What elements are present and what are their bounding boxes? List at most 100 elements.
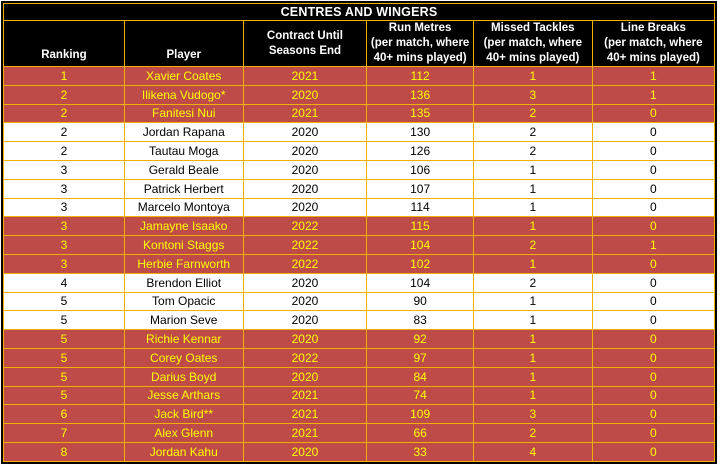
table-cell: 2020 bbox=[242, 366, 368, 387]
table-cell: 2 bbox=[3, 103, 125, 124]
table-row: 1 Xavier Coates 2021 112 1 1 bbox=[3, 66, 716, 86]
table-cell: 0 bbox=[591, 141, 716, 161]
table-cell: 1 bbox=[472, 178, 593, 199]
table-cell: 0 bbox=[591, 272, 716, 293]
table-cell: 2021 bbox=[242, 385, 368, 406]
table-row: 5 Corey Oates 2022 97 1 0 bbox=[3, 347, 716, 368]
table-cell: 33 bbox=[366, 441, 474, 463]
table-cell: Kontoni Staggs bbox=[123, 235, 244, 255]
table-cell: 3 bbox=[3, 253, 125, 274]
table-cell: Fanitesi Nui bbox=[123, 103, 244, 124]
table-cell: 0 bbox=[591, 423, 716, 443]
table-cell: 2021 bbox=[242, 103, 368, 124]
table-cell: Herbie Farnworth bbox=[123, 253, 244, 274]
table-cell: 5 bbox=[3, 291, 125, 312]
table-cell: 1 bbox=[472, 159, 593, 180]
table-cell: 2 bbox=[472, 141, 593, 161]
table-cell: 1 bbox=[472, 216, 593, 237]
table-cell: 97 bbox=[366, 347, 474, 368]
table-cell: 5 bbox=[3, 385, 125, 406]
table-row: 5 Darius Boyd 2020 84 1 0 bbox=[3, 366, 716, 387]
table-cell: Corey Oates bbox=[123, 347, 244, 368]
table-row: 5 Marion Seve 2020 83 1 0 bbox=[3, 310, 716, 331]
table-cell: 112 bbox=[366, 66, 474, 86]
table-cell: 1 bbox=[472, 347, 593, 368]
table-cell: 2 bbox=[472, 235, 593, 255]
table-cell: 3 bbox=[3, 178, 125, 199]
stats-table: CENTRES AND WINGERS Ranking Player Contr… bbox=[3, 3, 716, 463]
table-cell: 107 bbox=[366, 178, 474, 199]
table-cell: 5 bbox=[3, 310, 125, 331]
table-cell: Jordan Rapana bbox=[123, 122, 244, 143]
table-cell: 0 bbox=[591, 385, 716, 406]
table-row: 5 Richie Kennar 2020 92 1 0 bbox=[3, 329, 716, 349]
table-cell: 4 bbox=[472, 441, 593, 463]
table-cell: 2022 bbox=[242, 235, 368, 255]
table-cell: 2020 bbox=[242, 141, 368, 161]
table-cell: 136 bbox=[366, 84, 474, 105]
table-cell: 2022 bbox=[242, 347, 368, 368]
table-cell: 92 bbox=[366, 329, 474, 349]
table-row: 2 Ilikena Vudogo* 2020 136 3 1 bbox=[3, 84, 716, 105]
column-header-ranking: Ranking bbox=[3, 20, 125, 67]
table-cell: 3 bbox=[3, 159, 125, 180]
table-cell: 0 bbox=[591, 329, 716, 349]
table-row: 3 Patrick Herbert 2020 107 1 0 bbox=[3, 178, 716, 199]
table-cell: Xavier Coates bbox=[123, 66, 244, 86]
column-header-line-breaks: Line Breaks (per match, where 40+ mins p… bbox=[591, 20, 716, 67]
table-cell: 2020 bbox=[242, 197, 368, 218]
table-cell: 1 bbox=[472, 366, 593, 387]
column-header-run-metres: Run Metres (per match, where 40+ mins pl… bbox=[366, 20, 474, 67]
table-cell: 0 bbox=[591, 441, 716, 463]
table-cell: 4 bbox=[3, 272, 125, 293]
table-row: 2 Jordan Rapana 2020 130 2 0 bbox=[3, 122, 716, 143]
table-cell: 2020 bbox=[242, 159, 368, 180]
table-cell: Gerald Beale bbox=[123, 159, 244, 180]
table-cell: 2 bbox=[472, 272, 593, 293]
table-cell: 2020 bbox=[242, 329, 368, 349]
table-cell: 6 bbox=[3, 404, 125, 425]
table-cell: 2020 bbox=[242, 122, 368, 143]
table-cell: Ilikena Vudogo* bbox=[123, 84, 244, 105]
table-row: 3 Jamayne Isaako 2022 115 1 0 bbox=[3, 216, 716, 237]
table-cell: 1 bbox=[472, 310, 593, 331]
table-cell: Richie Kennar bbox=[123, 329, 244, 349]
table-row: 5 Tom Opacic 2020 90 1 0 bbox=[3, 291, 716, 312]
table-cell: Marion Seve bbox=[123, 310, 244, 331]
table-cell: 2 bbox=[3, 122, 125, 143]
table-row: 6 Jack Bird** 2021 109 3 0 bbox=[3, 404, 716, 425]
table-cell: Tautau Moga bbox=[123, 141, 244, 161]
table-cell: 0 bbox=[591, 347, 716, 368]
table-cell: 0 bbox=[591, 310, 716, 331]
table-cell: 2 bbox=[3, 84, 125, 105]
table-cell: 2022 bbox=[242, 216, 368, 237]
table-cell: Patrick Herbert bbox=[123, 178, 244, 199]
table-cell: 1 bbox=[472, 253, 593, 274]
table-cell: Jack Bird** bbox=[123, 404, 244, 425]
table-cell: 109 bbox=[366, 404, 474, 425]
table-cell: 2 bbox=[472, 103, 593, 124]
table-cell: 104 bbox=[366, 272, 474, 293]
table-cell: Brendon Elliot bbox=[123, 272, 244, 293]
table-cell: 1 bbox=[472, 385, 593, 406]
table-cell: 0 bbox=[591, 103, 716, 124]
table-cell: 2020 bbox=[242, 441, 368, 463]
table-row: 2 Tautau Moga 2020 126 2 0 bbox=[3, 141, 716, 161]
table-cell: 1 bbox=[591, 66, 716, 86]
column-header-contract: Contract Until Seasons End bbox=[242, 20, 368, 67]
table-cell: 1 bbox=[472, 329, 593, 349]
table-cell: 1 bbox=[472, 66, 593, 86]
table-cell: 5 bbox=[3, 329, 125, 349]
title-row: CENTRES AND WINGERS bbox=[3, 3, 715, 21]
table-cell: 3 bbox=[3, 197, 125, 218]
table-cell: 83 bbox=[366, 310, 474, 331]
table-cell: 1 bbox=[472, 197, 593, 218]
table-cell: Jordan Kahu bbox=[123, 441, 244, 463]
table-cell: 8 bbox=[3, 441, 125, 463]
table-cell: 2020 bbox=[242, 84, 368, 105]
table-row: 7 Alex Glenn 2021 66 2 0 bbox=[3, 423, 716, 443]
table-cell: 130 bbox=[366, 122, 474, 143]
table-row: 3 Gerald Beale 2020 106 1 0 bbox=[3, 159, 716, 180]
table-row: 5 Jesse Arthars 2021 74 1 0 bbox=[3, 385, 716, 406]
table-cell: 2020 bbox=[242, 310, 368, 331]
